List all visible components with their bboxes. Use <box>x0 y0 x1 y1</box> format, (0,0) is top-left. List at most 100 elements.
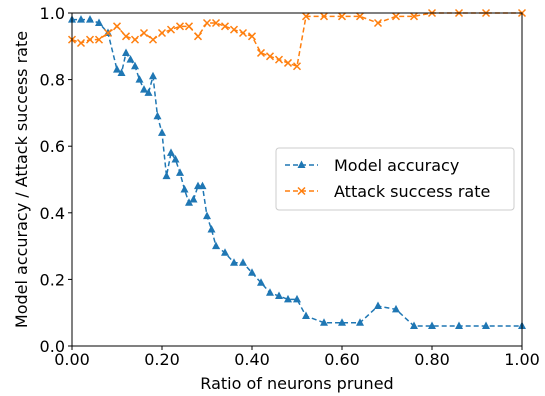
point-attack-success-rate <box>274 55 284 64</box>
point-model-accuracy <box>113 65 121 73</box>
point-model-accuracy <box>410 321 418 330</box>
legend-label-attack-success-rate: Attack success rate <box>334 182 490 201</box>
point-attack-success-rate <box>256 48 266 57</box>
point-model-accuracy <box>86 15 94 23</box>
point-model-accuracy <box>149 71 157 80</box>
point-attack-success-rate <box>292 62 302 71</box>
point-model-accuracy <box>126 55 135 63</box>
legend-box <box>275 147 515 211</box>
point-attack-success-rate <box>130 35 140 44</box>
point-model-accuracy <box>284 294 292 303</box>
point-model-accuracy <box>77 15 85 23</box>
point-model-accuracy <box>257 278 265 286</box>
x-tick-label: 0.20 <box>144 350 180 369</box>
x-axis-ticks: 0.00 0.20 0.40 0.60 0.80 1.00 <box>54 346 540 369</box>
point-model-accuracy <box>122 48 130 56</box>
point-attack-success-rate <box>202 18 212 28</box>
point-model-accuracy <box>230 258 238 266</box>
y-tick-label: 0.0 <box>40 337 65 356</box>
point-attack-success-rate <box>166 25 176 34</box>
point-model-accuracy <box>198 181 207 190</box>
point-model-accuracy <box>248 268 256 276</box>
point-attack-success-rate <box>247 32 257 41</box>
x-tick-label: 1.00 <box>504 350 540 369</box>
point-attack-success-rate <box>211 18 221 28</box>
point-attack-success-rate <box>139 28 149 38</box>
point-model-accuracy <box>140 85 148 93</box>
point-attack-success-rate <box>157 28 167 38</box>
point-attack-success-rate <box>85 35 95 44</box>
legend-label-model-accuracy: Model accuracy <box>334 156 459 175</box>
point-model-accuracy <box>392 304 400 313</box>
point-attack-success-rate <box>238 28 248 38</box>
point-model-accuracy <box>171 155 180 163</box>
point-attack-success-rate <box>409 12 419 21</box>
point-model-accuracy <box>207 224 216 233</box>
point-model-accuracy <box>131 61 139 70</box>
series-line-attack-success-rate <box>71 12 522 68</box>
point-model-accuracy <box>482 321 490 330</box>
point-model-accuracy <box>117 68 126 76</box>
legend-marker-model-accuracy <box>297 160 306 168</box>
point-attack-success-rate <box>148 35 158 44</box>
y-tick-label: 0.4 <box>40 204 65 223</box>
point-model-accuracy <box>356 318 364 326</box>
point-model-accuracy <box>162 171 171 180</box>
point-model-accuracy <box>275 291 283 300</box>
point-attack-success-rate <box>301 12 311 21</box>
point-model-accuracy <box>374 301 382 310</box>
point-model-accuracy <box>428 321 436 330</box>
point-attack-success-rate <box>283 58 293 67</box>
point-model-accuracy <box>266 288 274 296</box>
point-attack-success-rate <box>103 28 113 38</box>
point-model-accuracy <box>167 148 175 156</box>
x-tick-label: 0.00 <box>54 350 90 369</box>
y-tick-label: 0.2 <box>40 270 65 289</box>
point-model-accuracy <box>185 198 193 206</box>
point-attack-success-rate <box>265 52 275 61</box>
point-model-accuracy <box>320 318 328 326</box>
point-attack-success-rate <box>337 12 347 21</box>
point-model-accuracy <box>153 111 162 120</box>
point-model-accuracy <box>158 128 166 136</box>
point-attack-success-rate <box>94 35 104 44</box>
y-tick-label: 0.8 <box>40 71 65 90</box>
point-model-accuracy <box>180 184 189 193</box>
x-tick-label: 0.80 <box>414 350 450 369</box>
point-model-accuracy <box>135 75 144 83</box>
point-model-accuracy <box>144 88 153 96</box>
legend: Model accuracy Attack success rate <box>275 147 515 211</box>
point-model-accuracy <box>189 194 198 203</box>
point-model-accuracy <box>95 18 103 26</box>
point-model-accuracy <box>239 258 247 266</box>
point-model-accuracy <box>221 248 229 256</box>
x-tick-label: 0.60 <box>324 350 360 369</box>
point-attack-success-rate <box>76 38 86 48</box>
point-attack-success-rate <box>175 22 185 31</box>
point-model-accuracy <box>338 318 346 326</box>
point-attack-success-rate <box>229 25 239 34</box>
point-attack-success-rate <box>319 12 329 21</box>
plot-frame <box>71 12 523 347</box>
point-attack-success-rate <box>391 12 401 21</box>
point-model-accuracy <box>302 311 310 320</box>
y-tick-label: 1.0 <box>40 4 65 23</box>
point-attack-success-rate <box>184 22 194 31</box>
point-model-accuracy <box>176 168 184 176</box>
point-attack-success-rate <box>355 12 365 21</box>
point-model-accuracy <box>455 321 463 330</box>
point-attack-success-rate <box>193 32 203 41</box>
x-axis-label: Ratio of neurons pruned <box>200 374 393 393</box>
point-attack-success-rate <box>121 32 131 41</box>
point-attack-success-rate <box>373 18 383 28</box>
y-tick-label: 0.6 <box>40 137 65 156</box>
point-model-accuracy <box>293 294 301 303</box>
point-model-accuracy <box>212 241 220 250</box>
y-axis-label: Model accuracy / Attack success rate <box>12 31 31 328</box>
legend-marker-attack-success-rate <box>297 186 306 196</box>
point-attack-success-rate <box>220 22 230 31</box>
point-model-accuracy <box>203 211 211 220</box>
y-axis-ticks: 0.0 0.2 0.4 0.6 0.8 1.0 <box>40 4 72 356</box>
point-attack-success-rate <box>112 22 122 31</box>
